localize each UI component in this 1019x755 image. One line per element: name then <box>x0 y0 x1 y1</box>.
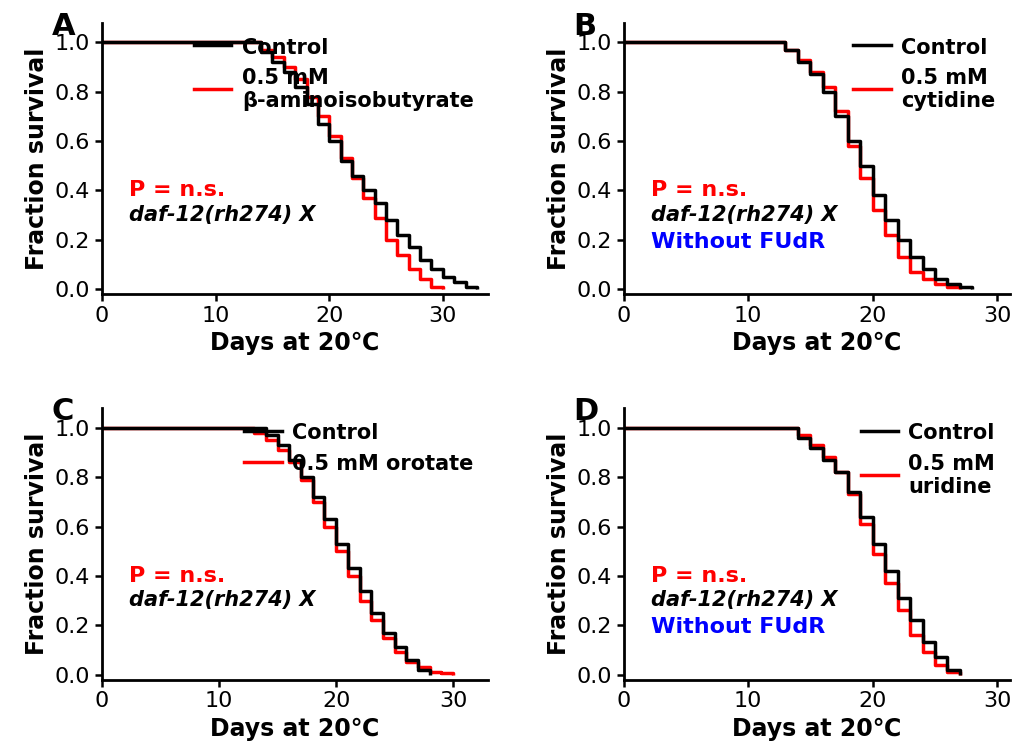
Legend: Control, 0.5 mM
β-aminoisobutyrate: Control, 0.5 mM β-aminoisobutyrate <box>190 33 478 116</box>
Legend: Control, 0.5 mM
cytidine: Control, 0.5 mM cytidine <box>848 33 999 116</box>
Text: daf-12(rh274) X: daf-12(rh274) X <box>129 205 315 224</box>
Text: Without FUdR: Without FUdR <box>650 232 824 251</box>
Y-axis label: Fraction survival: Fraction survival <box>25 47 49 270</box>
Text: P = n.s.: P = n.s. <box>650 180 746 200</box>
X-axis label: Days at 20℃: Days at 20℃ <box>732 716 901 741</box>
Text: daf-12(rh274) X: daf-12(rh274) X <box>650 205 837 224</box>
Text: Without FUdR: Without FUdR <box>650 617 824 637</box>
X-axis label: Days at 20℃: Days at 20℃ <box>732 331 901 356</box>
X-axis label: Days at 20℃: Days at 20℃ <box>210 716 379 741</box>
Text: C: C <box>52 397 74 427</box>
Text: P = n.s.: P = n.s. <box>129 180 225 200</box>
Text: D: D <box>573 397 598 427</box>
Y-axis label: Fraction survival: Fraction survival <box>546 433 570 655</box>
Text: daf-12(rh274) X: daf-12(rh274) X <box>650 590 837 610</box>
Text: P = n.s.: P = n.s. <box>650 565 746 585</box>
Text: B: B <box>573 12 596 41</box>
Y-axis label: Fraction survival: Fraction survival <box>25 433 49 655</box>
Text: P = n.s.: P = n.s. <box>129 565 225 585</box>
Legend: Control, 0.5 mM
uridine: Control, 0.5 mM uridine <box>856 418 999 501</box>
X-axis label: Days at 20℃: Days at 20℃ <box>210 331 379 356</box>
Text: A: A <box>52 12 75 41</box>
Y-axis label: Fraction survival: Fraction survival <box>546 47 570 270</box>
Text: daf-12(rh274) X: daf-12(rh274) X <box>129 590 315 610</box>
Legend: Control, 0.5 mM orotate: Control, 0.5 mM orotate <box>240 418 478 478</box>
